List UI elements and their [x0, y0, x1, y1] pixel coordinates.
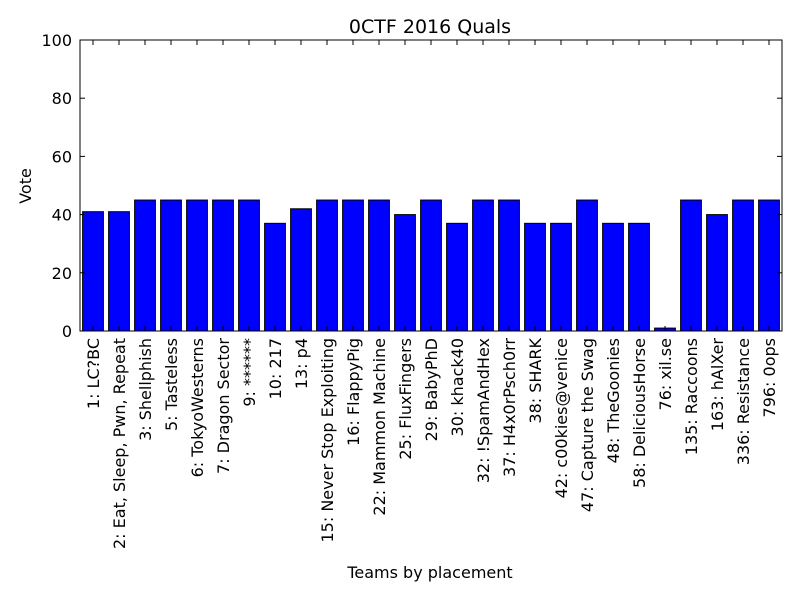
bar: [576, 199, 598, 332]
bar: [498, 199, 520, 332]
y-tick-label: 100: [41, 31, 72, 50]
x-tick-label: 6: TokyoWesterns: [188, 338, 207, 477]
y-tick-label: 80: [52, 89, 72, 108]
x-axis-title: Teams by placement: [346, 563, 512, 582]
bar: [238, 199, 260, 332]
x-tick-label: 3: Shellphish: [136, 338, 155, 441]
bar: [706, 214, 728, 332]
y-axis: 0 20 40 60 80 100: [41, 31, 782, 341]
x-tick-label: 48: TheGoonies: [604, 338, 623, 463]
x-tick-label: 25: FluxFingers: [396, 338, 415, 460]
bar: [134, 199, 156, 332]
bar: [316, 199, 338, 332]
bar: [82, 211, 104, 332]
x-tick-label: 13: p4: [292, 338, 311, 389]
x-tick-label: 29: BabyPhD: [422, 338, 441, 441]
y-tick-label: 20: [52, 264, 72, 283]
x-tick-label: 336: Resistance: [734, 338, 753, 465]
bar: [602, 222, 624, 332]
x-tick-label: 9: ******: [240, 338, 259, 407]
x-tick-label: 163: hAlXer: [708, 338, 727, 432]
x-tick-label: 16: FlappyPig: [344, 338, 363, 446]
bar: [368, 199, 390, 332]
bar: [290, 208, 312, 332]
x-tick-label: 1: LC?BC: [84, 338, 103, 409]
x-tick-label: 135: Raccoons: [682, 338, 701, 455]
y-tick-label: 40: [52, 206, 72, 225]
plot-area: [82, 199, 780, 332]
bar: [732, 199, 754, 332]
x-tick-label: 37: H4x0rPsch0rr: [500, 338, 519, 477]
y-axis-title: Vote: [16, 168, 35, 204]
x-tick-label: 796: 0ops: [760, 338, 779, 417]
x-tick-label: 76: xil.se: [656, 338, 675, 410]
bar: [446, 222, 468, 332]
y-tick-label: 0: [62, 322, 72, 341]
bar: [160, 199, 182, 332]
x-tick-label: 30: khack40: [448, 338, 467, 436]
x-tick-label: 47: Capture the Swag: [578, 338, 597, 512]
x-tick-label: 22: Mammon Machine: [370, 338, 389, 516]
bar: [394, 214, 416, 332]
y-tick-label: 60: [52, 147, 72, 166]
bar: [420, 199, 442, 332]
bar: [680, 199, 702, 332]
x-tick-label: 58: DeliciousHorse: [630, 338, 649, 488]
bar: [758, 199, 780, 332]
chart-title: 0CTF 2016 Quals: [349, 16, 511, 38]
x-tick-label: 5: Tasteless: [162, 338, 181, 431]
bar: [342, 199, 364, 332]
bar: [212, 199, 234, 332]
bar: [264, 222, 286, 332]
x-axis: 1: LC?BC 2: Eat, Sleep, Pwn, Repeat 3: She…: [84, 40, 779, 549]
bar: [472, 199, 494, 332]
x-tick-label: 15: Never Stop Exploiting: [318, 338, 337, 543]
x-tick-label: 32: !SpamAndHex: [474, 338, 493, 483]
x-tick-label: 42: c00kies@venice: [552, 338, 571, 498]
bar: [628, 222, 650, 332]
x-tick-label: 2: Eat, Sleep, Pwn, Repeat: [110, 338, 129, 549]
bar: [108, 211, 130, 332]
bar: [186, 199, 208, 332]
bar: [524, 222, 546, 332]
x-tick-label: 10: 217: [266, 338, 285, 399]
x-tick-label: 38: SHARK: [526, 337, 545, 423]
x-tick-label: 7: Dragon Sector: [214, 338, 233, 474]
bar: [550, 222, 572, 332]
